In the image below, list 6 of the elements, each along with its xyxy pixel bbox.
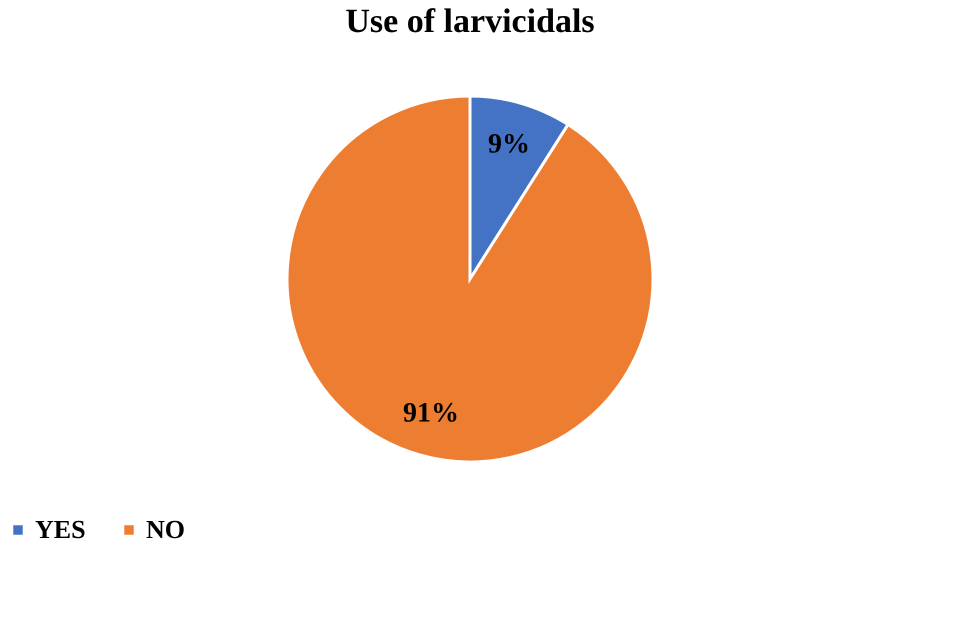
legend-label: YES: [35, 515, 86, 544]
pie-slice: [286, 94, 654, 464]
data-label: 9%: [488, 128, 530, 160]
legend-label: NO: [146, 515, 185, 544]
chart-title: Use of larvicidals: [345, 3, 595, 40]
data-label: 91%: [402, 397, 459, 428]
